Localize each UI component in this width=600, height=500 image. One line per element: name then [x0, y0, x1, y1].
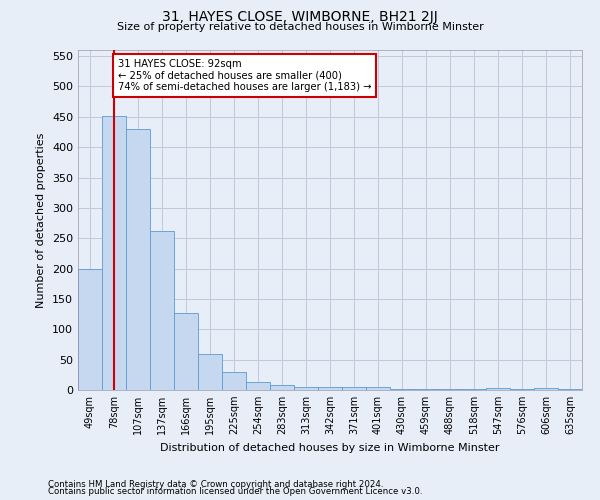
Bar	[558, 389, 582, 390]
Bar	[174, 313, 198, 390]
Y-axis label: Number of detached properties: Number of detached properties	[37, 132, 46, 308]
Bar	[198, 354, 222, 390]
Bar	[270, 385, 294, 390]
Bar	[486, 388, 510, 390]
Text: 31 HAYES CLOSE: 92sqm
← 25% of detached houses are smaller (400)
74% of semi-det: 31 HAYES CLOSE: 92sqm ← 25% of detached …	[118, 59, 371, 92]
Bar	[462, 389, 486, 390]
Bar	[534, 388, 558, 390]
Bar	[438, 389, 462, 390]
Bar	[318, 387, 342, 390]
Text: Contains HM Land Registry data © Crown copyright and database right 2024.: Contains HM Land Registry data © Crown c…	[48, 480, 383, 489]
Bar	[246, 382, 270, 390]
Bar	[366, 387, 390, 390]
Bar	[510, 389, 534, 390]
Bar	[390, 389, 414, 390]
Bar	[126, 129, 150, 390]
Bar	[342, 387, 366, 390]
Text: 31, HAYES CLOSE, WIMBORNE, BH21 2JJ: 31, HAYES CLOSE, WIMBORNE, BH21 2JJ	[162, 10, 438, 24]
Bar	[222, 372, 246, 390]
Text: Size of property relative to detached houses in Wimborne Minster: Size of property relative to detached ho…	[116, 22, 484, 32]
Bar	[78, 268, 102, 390]
Bar	[414, 389, 438, 390]
Bar	[102, 116, 126, 390]
Bar	[294, 387, 318, 390]
Bar	[150, 231, 174, 390]
X-axis label: Distribution of detached houses by size in Wimborne Minster: Distribution of detached houses by size …	[160, 442, 500, 452]
Text: Contains public sector information licensed under the Open Government Licence v3: Contains public sector information licen…	[48, 487, 422, 496]
